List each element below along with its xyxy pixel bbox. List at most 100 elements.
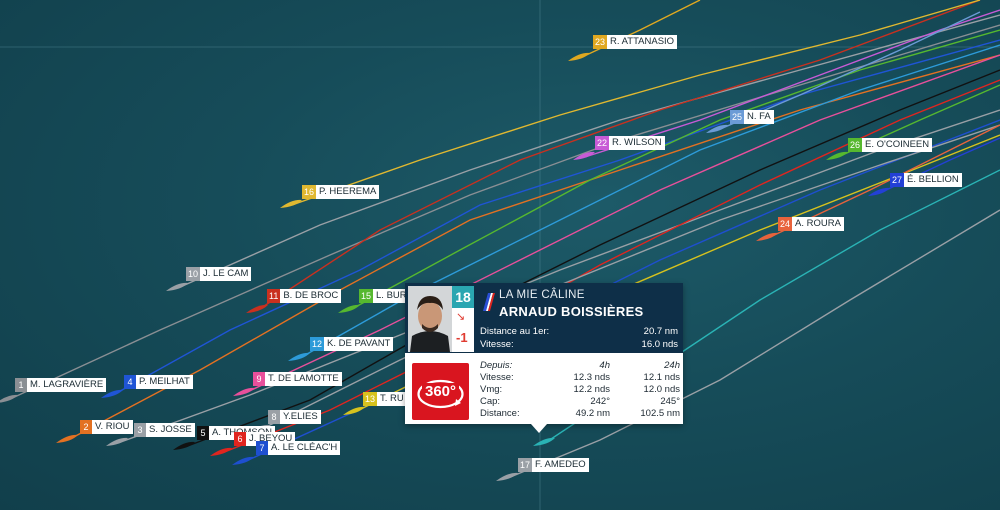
stats-header-col2: 24h: [664, 360, 680, 371]
boat-track: [7, 24, 1000, 401]
boat-label[interactable]: 27 É. BELLION: [890, 173, 962, 187]
boat-rank: 5: [197, 426, 209, 440]
boat-hull-marker[interactable]: [706, 124, 728, 133]
boat-track: [291, 0, 981, 206]
boat-name: É. BELLION: [904, 173, 962, 187]
boat-label[interactable]: 4 P. MEILHAT: [124, 375, 193, 389]
boat-rank: 16: [302, 185, 317, 199]
boat-hull-marker[interactable]: [101, 389, 123, 398]
boat-name: S. JOSSE: [146, 423, 195, 437]
boat-hull-marker[interactable]: [568, 52, 590, 61]
boat-label[interactable]: 15 L. BUR: [359, 289, 410, 303]
stats-row: Distance: 49.2 nm 102.5 nm: [480, 408, 680, 420]
stat-value-4h: 12.3 nds: [573, 372, 610, 383]
rank-trend: ↘ -1: [452, 308, 474, 352]
boat-label[interactable]: 22 R. WILSON: [595, 136, 665, 150]
boat-label[interactable]: 1 M. LAGRAVIÈRE: [15, 378, 107, 392]
boat-rank: 8: [268, 410, 280, 424]
boat-rank: 26: [848, 138, 863, 152]
speed-row: Vitesse: 16.0 nds: [480, 339, 678, 350]
boat-track: [177, 14, 1000, 289]
boat-hull-marker[interactable]: [246, 304, 268, 313]
boat-rank: 22: [595, 136, 610, 150]
boat-track: [221, 79, 1000, 454]
boat-track: [584, 9, 1000, 158]
stats-row: Vitesse: 12.3 nds 12.1 nds: [480, 372, 680, 384]
boat-label[interactable]: 7 A. LE CLÉAC'H: [256, 441, 341, 455]
boat-label[interactable]: 2 V. RIOU: [80, 420, 133, 434]
boat-name: T. RU: [377, 392, 407, 406]
boat-rank: 11: [267, 289, 281, 303]
boat-hull-marker[interactable]: [173, 441, 195, 450]
boat-hull-marker[interactable]: [338, 304, 360, 313]
boat-rank: 25: [730, 110, 745, 124]
skipper-photo: [408, 286, 452, 352]
boat-hull-marker[interactable]: [232, 456, 254, 465]
view-360-button[interactable]: 360°: [412, 363, 469, 420]
boat-hull-marker[interactable]: [210, 447, 232, 456]
boat-name: J. LE CAM: [200, 267, 252, 281]
boat-markers[interactable]: [0, 52, 890, 481]
popup-rank: 18: [452, 286, 474, 308]
boat-label[interactable]: 12 K. DE PAVANT: [310, 337, 394, 351]
stat-label: Vmg:: [480, 384, 503, 395]
boat-rank: 6: [234, 432, 246, 446]
boat-rank: 27: [890, 173, 905, 187]
boat-hull-marker[interactable]: [280, 199, 302, 208]
boat-rank: 1: [15, 378, 27, 392]
boat-hull-marker[interactable]: [826, 151, 848, 160]
boat-track: [184, 69, 1000, 448]
boat-hull-marker[interactable]: [288, 352, 310, 361]
boat-label[interactable]: 23 R. ATTANASIO: [593, 35, 678, 49]
boat-hull-marker[interactable]: [868, 187, 890, 196]
boat-hull-marker[interactable]: [496, 472, 518, 481]
speed-label: Vitesse:: [480, 339, 514, 350]
boat-hull-marker[interactable]: [233, 387, 255, 396]
boat-hull-marker[interactable]: [756, 232, 778, 241]
boat-rank: 24: [778, 217, 793, 231]
boat-label[interactable]: 16 P. HEEREMA: [302, 185, 380, 199]
boat-label[interactable]: 10 J. LE CAM: [186, 267, 252, 281]
boat-hull-marker[interactable]: [56, 434, 78, 443]
boat-name: E. O'COINEEN: [862, 138, 933, 152]
stat-value-24h: 245°: [660, 396, 680, 407]
boat-label[interactable]: 17 F. AMEDEO: [518, 458, 589, 472]
boat-label[interactable]: 25 N. FA: [730, 110, 774, 124]
boat-name: P. HEEREMA: [316, 185, 380, 199]
boat-name: A. LE CLÉAC'H: [268, 441, 341, 455]
stats-table: Depuis: 4h 24h Vitesse: 12.3 nds 12.1 nd…: [480, 360, 680, 420]
boat-name: N. FA: [744, 110, 774, 124]
boat-name: R. WILSON: [609, 136, 665, 150]
stat-value-24h: 12.1 nds: [643, 372, 680, 383]
boat-label[interactable]: 13 T. RU: [363, 392, 407, 406]
boat-track: [67, 54, 1000, 441]
boat-name: A. ROURA: [792, 217, 844, 231]
french-flag-icon: [483, 293, 495, 311]
boat-hull-marker[interactable]: [166, 282, 188, 291]
boat-label[interactable]: 26 E. O'COINEEN: [848, 138, 933, 152]
boat-hull-marker[interactable]: [0, 394, 18, 403]
boat-name: P. MEILHAT: [136, 375, 193, 389]
speed-value: 16.0 nds: [641, 339, 678, 350]
boat-name: F. AMEDEO: [532, 458, 589, 472]
boat-label[interactable]: 3 S. JOSSE: [134, 423, 195, 437]
boat-rank: 3: [134, 423, 146, 437]
boat-label[interactable]: 11 B. DE BROC: [267, 289, 342, 303]
boat-rank: 17: [518, 458, 533, 472]
boat-name: B. DE BROC: [280, 289, 342, 303]
boat-label[interactable]: 24 A. ROURA: [778, 217, 844, 231]
boat-name: M. LAGRAVIÈRE: [27, 378, 107, 392]
boat-rank: 10: [186, 267, 201, 281]
boat-rank: 7: [256, 441, 268, 455]
boat-hull-marker[interactable]: [106, 437, 128, 446]
boat-label[interactable]: 9 T. DE LAMOTTE: [253, 372, 342, 386]
boat-label[interactable]: 8 Y.ELIES: [268, 410, 321, 424]
stat-value-24h: 12.0 nds: [643, 384, 680, 395]
boat-rank: 9: [253, 372, 265, 386]
stats-row: Cap: 242° 245°: [480, 396, 680, 408]
stat-label: Vitesse:: [480, 372, 514, 383]
boat-rank: 2: [80, 420, 92, 434]
boat-hull-marker[interactable]: [343, 406, 365, 415]
selected-boat-hull-marker[interactable]: [533, 437, 555, 446]
boat-hull-marker[interactable]: [573, 151, 595, 160]
